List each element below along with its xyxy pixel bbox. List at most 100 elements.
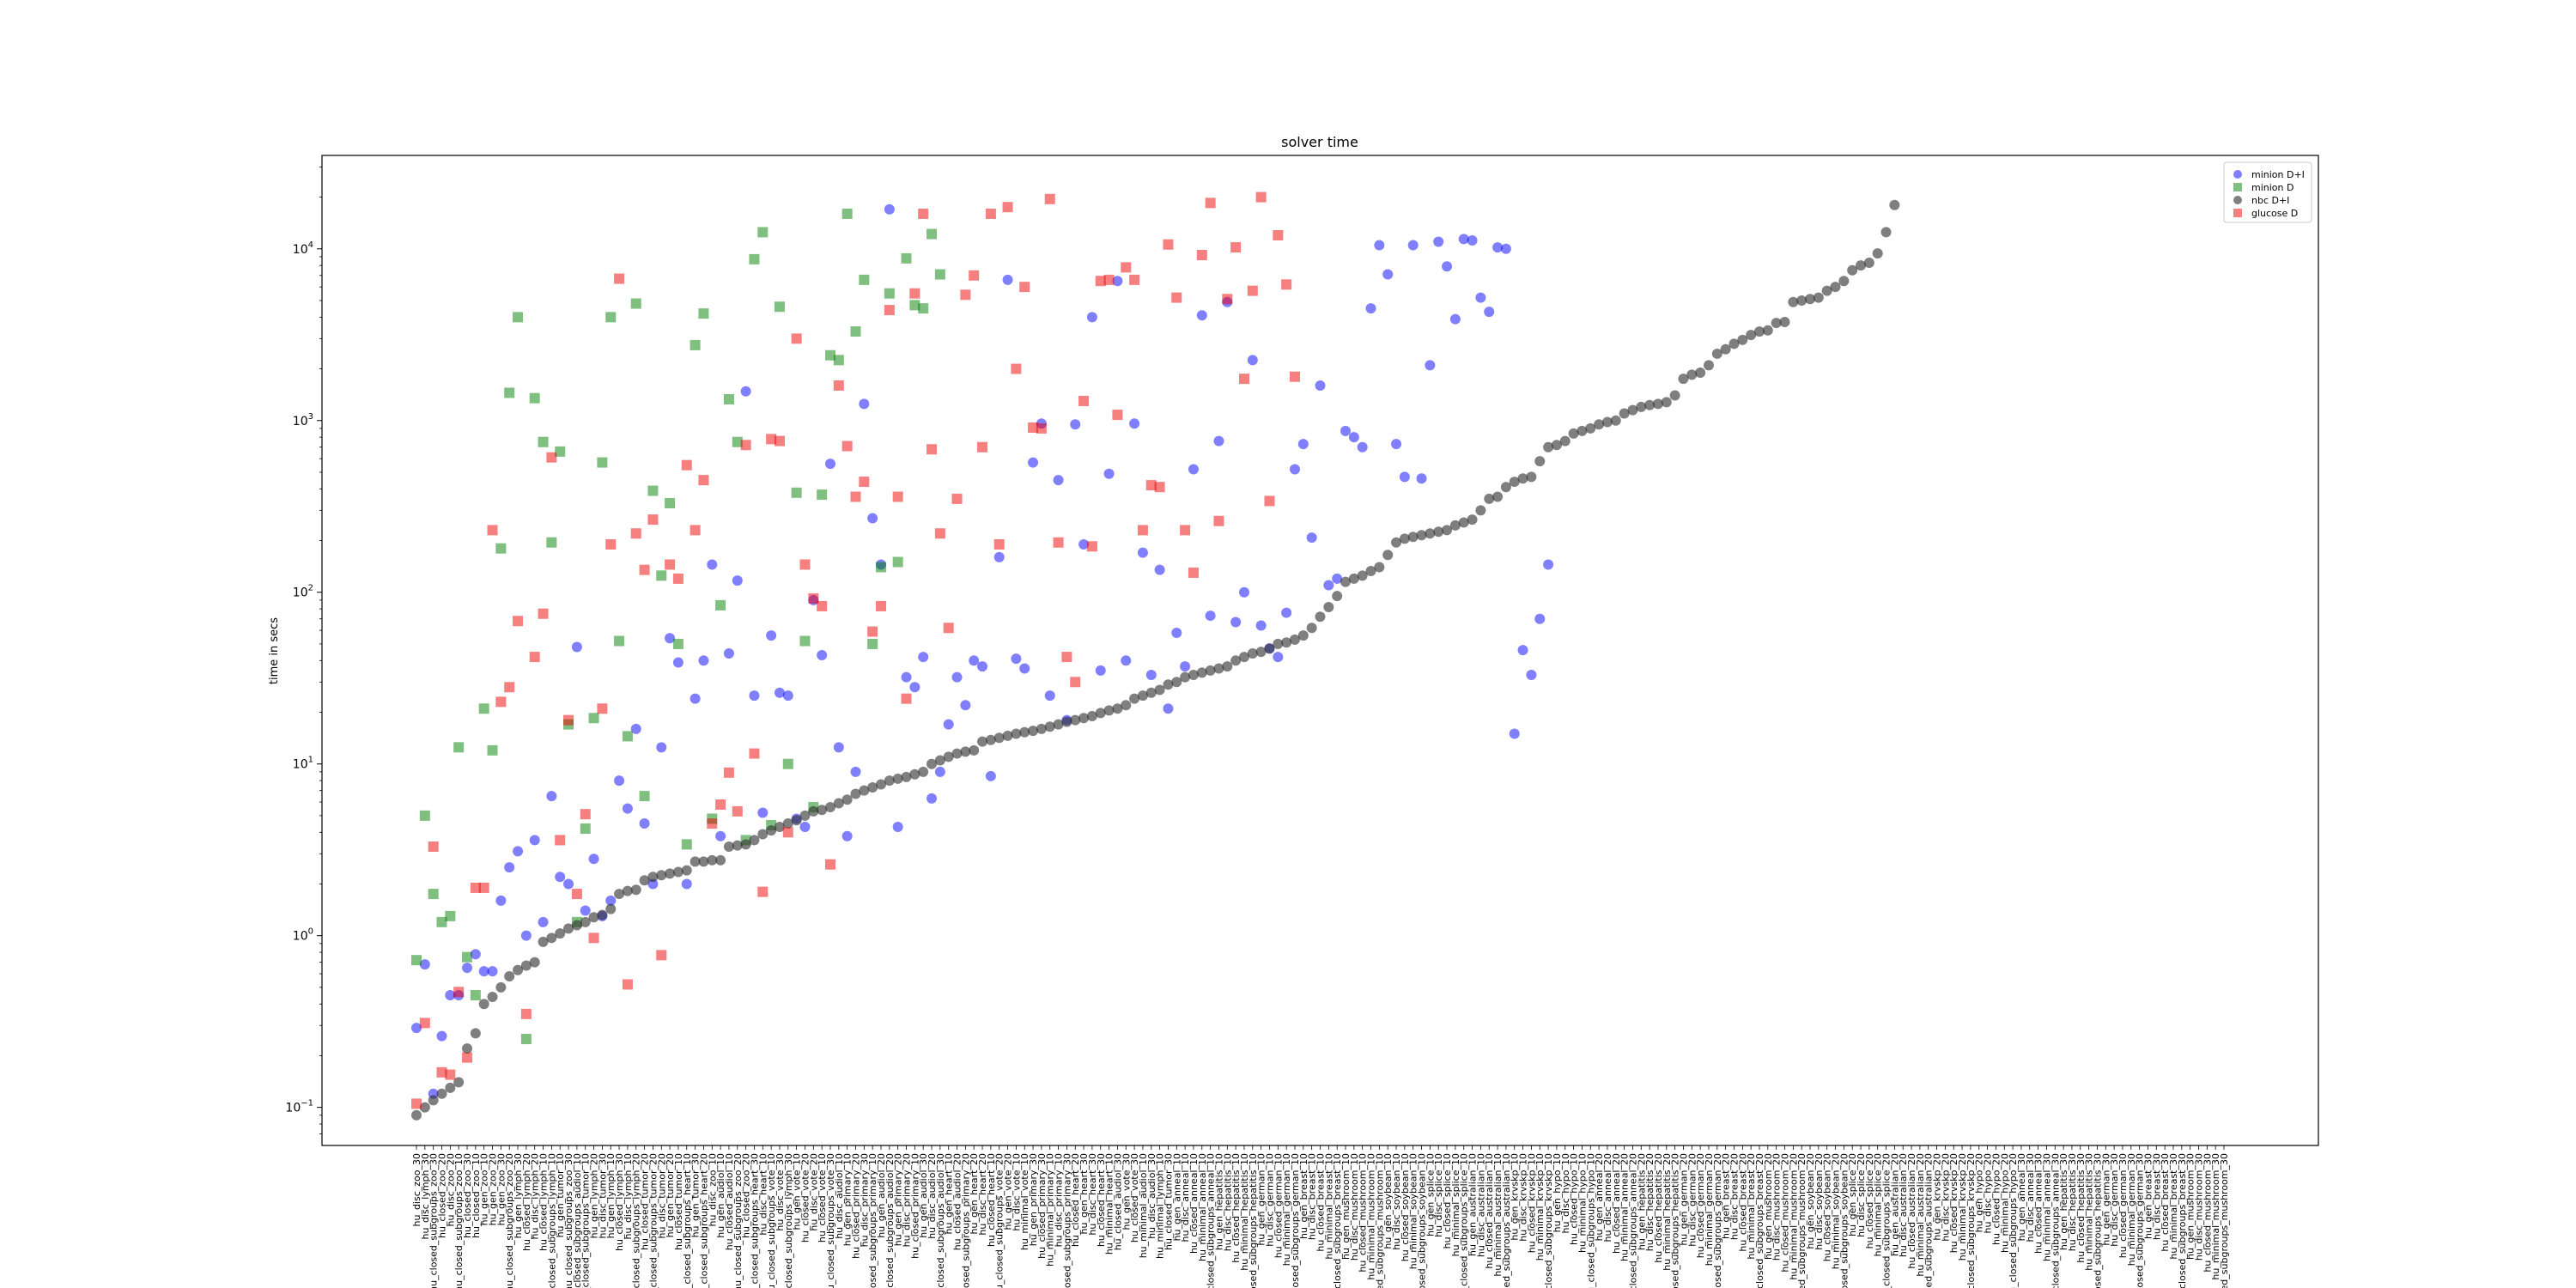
data-point [909, 682, 920, 693]
series-2 [411, 199, 1900, 1121]
x-tick-label: hu_closed_subgroups_primary_20 [960, 1153, 971, 1288]
data-point [1348, 573, 1359, 584]
data-point [1273, 652, 1284, 663]
data-point [698, 856, 709, 867]
data-point [1753, 326, 1765, 337]
data-point [597, 703, 608, 714]
x-tick-label: hu_disc_breast_10 [1307, 1153, 1318, 1240]
data-point [740, 440, 751, 451]
data-point [1222, 294, 1233, 305]
data-point [1880, 227, 1892, 238]
data-point [1559, 435, 1571, 447]
data-point [817, 805, 828, 816]
data-point [943, 719, 954, 730]
x-tick-label: hu_closed_australian_10 [1484, 1153, 1495, 1269]
x-tick-label: hu_closed_subgroups_zoo_20 [504, 1153, 515, 1288]
data-point [571, 920, 582, 931]
data-point [850, 326, 861, 337]
x-tick-label: hu_minimal_german_10 [1281, 1153, 1292, 1266]
x-tick-label: hu_gen_anneal_30 [2016, 1153, 2027, 1241]
data-point [1205, 197, 1216, 209]
data-point [1137, 547, 1148, 558]
x-tick-label: hu_gen_german_10 [1256, 1153, 1267, 1246]
data-point [428, 889, 439, 900]
data-point [799, 821, 811, 832]
data-point [1357, 570, 1368, 581]
data-point [462, 1052, 473, 1063]
x-tick-label: hu_closed_subgroups_german_20 [1712, 1153, 1723, 1288]
data-point [622, 979, 633, 990]
data-point [614, 889, 625, 900]
x-tick-label: hu_gen_mushroom_20 [1763, 1153, 1774, 1260]
data-point [1703, 360, 1714, 371]
data-point [1053, 537, 1064, 548]
y-tick-exponent: −1 [301, 1099, 313, 1109]
x-tick-label: hu_disc_german_10 [1264, 1153, 1275, 1247]
x-tick-label: hu_gen_splice_20 [1847, 1153, 1858, 1236]
data-point [597, 457, 608, 468]
data-point [630, 298, 641, 309]
data-point [1399, 471, 1410, 483]
data-point [1425, 360, 1436, 371]
data-point [876, 600, 887, 611]
data-point [647, 872, 659, 883]
data-point [495, 895, 507, 906]
x-tick-label: hu_minimal_anneal_20 [1619, 1153, 1631, 1261]
data-point [850, 766, 861, 777]
x-tick-label: hu_closed_tumor_20 [640, 1153, 651, 1250]
data-point [934, 755, 945, 766]
data-point [1297, 439, 1309, 450]
data-point [1669, 390, 1680, 401]
x-tick-label: hu_disc_breast_30 [2151, 1153, 2162, 1240]
data-point [529, 835, 540, 846]
data-point [1458, 234, 1469, 245]
x-axis-ticks: hu_disc_zoo_30hu_disc_lymph_30hu_closed_… [411, 1145, 2230, 1288]
x-tick-label: hu_disc_zoo_20 [445, 1153, 456, 1227]
x-tick-label: hu_closed_zoo_10 [471, 1153, 482, 1238]
data-point [1145, 670, 1157, 681]
data-point [419, 810, 430, 821]
data-point [1594, 419, 1605, 430]
data-point [732, 575, 743, 586]
data-point [639, 818, 650, 829]
data-point [766, 825, 777, 836]
data-point [1382, 550, 1394, 561]
x-tick-label: hu_disc_tumor_20 [656, 1153, 667, 1239]
x-tick-label: hu_minimal_vote_10 [1019, 1153, 1030, 1250]
data-point [1442, 525, 1453, 536]
x-tick-label: hu_closed_tumor_30 [1163, 1153, 1174, 1250]
x-tick-label: hu_gen_tumor_10 [555, 1153, 566, 1237]
y-tick-label: 102 [293, 584, 313, 600]
data-point [1365, 565, 1376, 576]
data-point [690, 856, 701, 867]
data-point [867, 782, 878, 793]
x-tick-label: hu_closed_german_30 [2117, 1153, 2129, 1258]
x-tick-label: hu_closed_subgroups_breast_20 [1754, 1153, 1765, 1288]
data-point [647, 878, 659, 890]
data-point [681, 878, 692, 890]
data-point [1028, 457, 1039, 468]
data-point [960, 700, 971, 711]
data-point [841, 440, 853, 452]
data-point [1154, 684, 1165, 696]
data-point [1230, 242, 1242, 253]
data-point [1762, 325, 1773, 336]
x-tick-label: hu_gen_primary_10 [842, 1153, 854, 1246]
data-point [1213, 515, 1224, 526]
data-point [1163, 703, 1174, 714]
x-tick-label: hu_closed_subgroups_soybean_20 [1838, 1153, 1850, 1288]
data-point [1534, 456, 1546, 467]
data-point [1399, 533, 1410, 544]
data-point [732, 805, 743, 817]
chart-title: solver time [1281, 134, 1358, 150]
data-point [1281, 607, 1292, 618]
x-tick-label: hu_closed_subgroups_tumor_20 [647, 1153, 659, 1288]
x-tick-label: hu_closed_subgroups_zoo_30 [428, 1153, 440, 1288]
data-point [1222, 661, 1233, 672]
data-point [1601, 416, 1613, 428]
y-tick-exponent: 2 [308, 584, 313, 593]
data-point [1830, 282, 1841, 293]
x-tick-label: hu_closed_subgroups_mushroom_10 [1374, 1153, 1385, 1288]
data-point [571, 641, 582, 653]
data-point [859, 398, 870, 410]
